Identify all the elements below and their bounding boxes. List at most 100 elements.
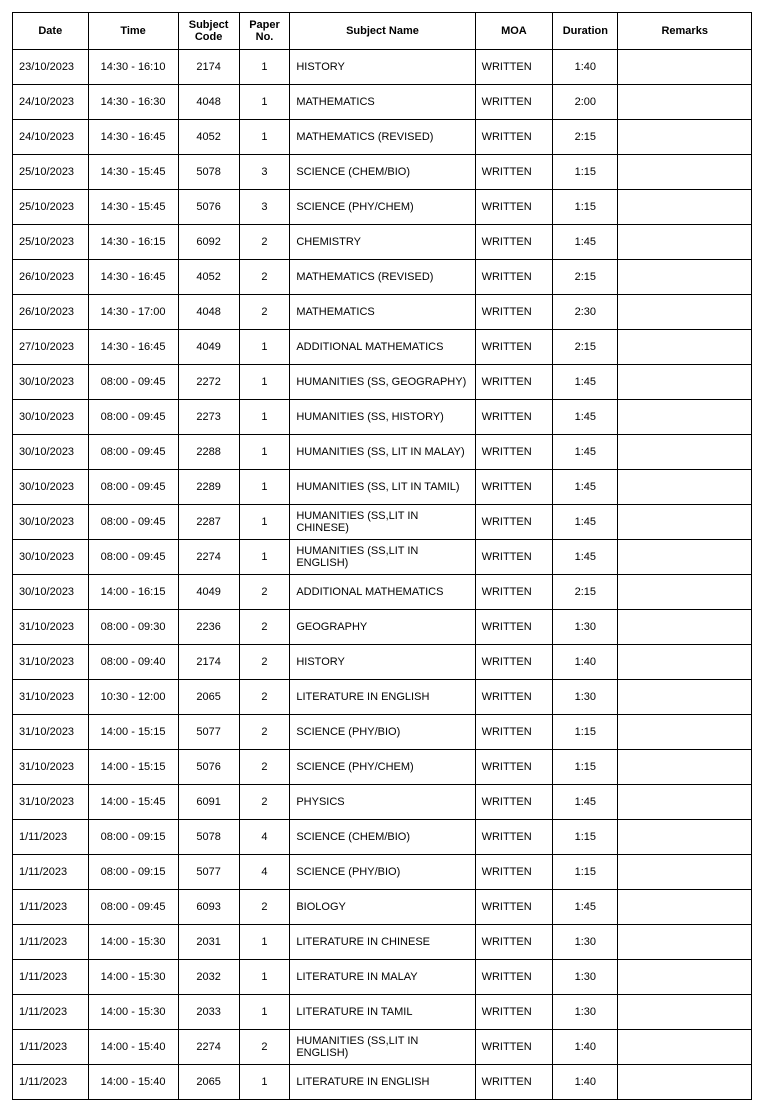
cell-date: 31/10/2023 (13, 680, 89, 715)
cell-time: 14:30 - 16:45 (88, 330, 178, 365)
header-time: Time (88, 13, 178, 50)
cell-date: 30/10/2023 (13, 365, 89, 400)
cell-code: 4049 (178, 575, 239, 610)
cell-paper: 3 (239, 155, 290, 190)
cell-remarks (618, 505, 752, 540)
cell-code: 2032 (178, 960, 239, 995)
cell-time: 08:00 - 09:45 (88, 435, 178, 470)
cell-subject: MATHEMATICS (REVISED) (290, 260, 475, 295)
cell-subject: MATHEMATICS (290, 85, 475, 120)
cell-remarks (618, 435, 752, 470)
cell-moa: WRITTEN (475, 995, 553, 1030)
cell-moa: WRITTEN (475, 820, 553, 855)
cell-dur: 1:15 (553, 855, 618, 890)
cell-moa: WRITTEN (475, 190, 553, 225)
cell-dur: 1:30 (553, 680, 618, 715)
cell-code: 5076 (178, 750, 239, 785)
cell-paper: 2 (239, 575, 290, 610)
header-dur: Duration (553, 13, 618, 50)
cell-date: 26/10/2023 (13, 260, 89, 295)
cell-paper: 1 (239, 470, 290, 505)
cell-moa: WRITTEN (475, 295, 553, 330)
cell-remarks (618, 330, 752, 365)
cell-subject: HUMANITIES (SS,LIT IN ENGLISH) (290, 540, 475, 575)
cell-subject: HUMANITIES (SS, GEOGRAPHY) (290, 365, 475, 400)
table-row: 1/11/202314:00 - 15:3020331LITERATURE IN… (13, 995, 752, 1030)
cell-code: 2065 (178, 680, 239, 715)
cell-subject: HUMANITIES (SS,LIT IN CHINESE) (290, 505, 475, 540)
header-date: Date (13, 13, 89, 50)
cell-moa: WRITTEN (475, 155, 553, 190)
header-remarks: Remarks (618, 13, 752, 50)
cell-subject: LITERATURE IN TAMIL (290, 995, 475, 1030)
cell-time: 14:30 - 15:45 (88, 155, 178, 190)
cell-code: 4052 (178, 260, 239, 295)
cell-moa: WRITTEN (475, 750, 553, 785)
cell-date: 1/11/2023 (13, 995, 89, 1030)
cell-date: 31/10/2023 (13, 610, 89, 645)
table-row: 30/10/202308:00 - 09:4522731HUMANITIES (… (13, 400, 752, 435)
cell-date: 1/11/2023 (13, 960, 89, 995)
cell-paper: 1 (239, 50, 290, 85)
cell-subject: LITERATURE IN ENGLISH (290, 680, 475, 715)
cell-dur: 1:45 (553, 400, 618, 435)
cell-subject: SCIENCE (PHY/CHEM) (290, 750, 475, 785)
cell-remarks (618, 365, 752, 400)
cell-moa: WRITTEN (475, 330, 553, 365)
cell-time: 08:00 - 09:45 (88, 505, 178, 540)
cell-remarks (618, 890, 752, 925)
cell-subject: MATHEMATICS (290, 295, 475, 330)
table-row: 25/10/202314:30 - 15:4550783SCIENCE (CHE… (13, 155, 752, 190)
cell-time: 14:30 - 16:30 (88, 85, 178, 120)
cell-paper: 2 (239, 610, 290, 645)
cell-date: 30/10/2023 (13, 505, 89, 540)
table-row: 1/11/202308:00 - 09:1550774SCIENCE (PHY/… (13, 855, 752, 890)
cell-date: 1/11/2023 (13, 890, 89, 925)
cell-remarks (618, 190, 752, 225)
cell-date: 24/10/2023 (13, 120, 89, 155)
cell-date: 31/10/2023 (13, 750, 89, 785)
cell-code: 4049 (178, 330, 239, 365)
cell-dur: 1:30 (553, 960, 618, 995)
table-row: 27/10/202314:30 - 16:4540491ADDITIONAL M… (13, 330, 752, 365)
cell-date: 31/10/2023 (13, 645, 89, 680)
cell-date: 30/10/2023 (13, 575, 89, 610)
cell-date: 31/10/2023 (13, 785, 89, 820)
cell-paper: 2 (239, 785, 290, 820)
cell-paper: 1 (239, 505, 290, 540)
cell-moa: WRITTEN (475, 785, 553, 820)
table-row: 30/10/202308:00 - 09:4522891HUMANITIES (… (13, 470, 752, 505)
cell-code: 2274 (178, 540, 239, 575)
cell-dur: 1:45 (553, 365, 618, 400)
cell-time: 08:00 - 09:45 (88, 400, 178, 435)
cell-subject: SCIENCE (PHY/BIO) (290, 715, 475, 750)
cell-remarks (618, 225, 752, 260)
cell-date: 30/10/2023 (13, 435, 89, 470)
cell-remarks (618, 1030, 752, 1065)
cell-date: 27/10/2023 (13, 330, 89, 365)
cell-dur: 1:30 (553, 610, 618, 645)
cell-code: 6092 (178, 225, 239, 260)
cell-remarks (618, 260, 752, 295)
cell-code: 5078 (178, 155, 239, 190)
table-row: 1/11/202314:00 - 15:4020651LITERATURE IN… (13, 1065, 752, 1100)
cell-code: 2288 (178, 435, 239, 470)
cell-dur: 2:15 (553, 575, 618, 610)
table-row: 30/10/202308:00 - 09:4522721HUMANITIES (… (13, 365, 752, 400)
cell-remarks (618, 960, 752, 995)
cell-remarks (618, 785, 752, 820)
cell-time: 14:30 - 16:45 (88, 120, 178, 155)
cell-moa: WRITTEN (475, 225, 553, 260)
cell-remarks (618, 1065, 752, 1100)
cell-time: 08:00 - 09:30 (88, 610, 178, 645)
cell-dur: 2:00 (553, 85, 618, 120)
cell-date: 1/11/2023 (13, 855, 89, 890)
cell-time: 14:00 - 15:30 (88, 925, 178, 960)
cell-paper: 4 (239, 855, 290, 890)
cell-time: 14:30 - 16:10 (88, 50, 178, 85)
cell-time: 14:00 - 15:15 (88, 715, 178, 750)
cell-remarks (618, 645, 752, 680)
cell-code: 5076 (178, 190, 239, 225)
cell-subject: SCIENCE (PHY/BIO) (290, 855, 475, 890)
cell-dur: 1:15 (553, 190, 618, 225)
